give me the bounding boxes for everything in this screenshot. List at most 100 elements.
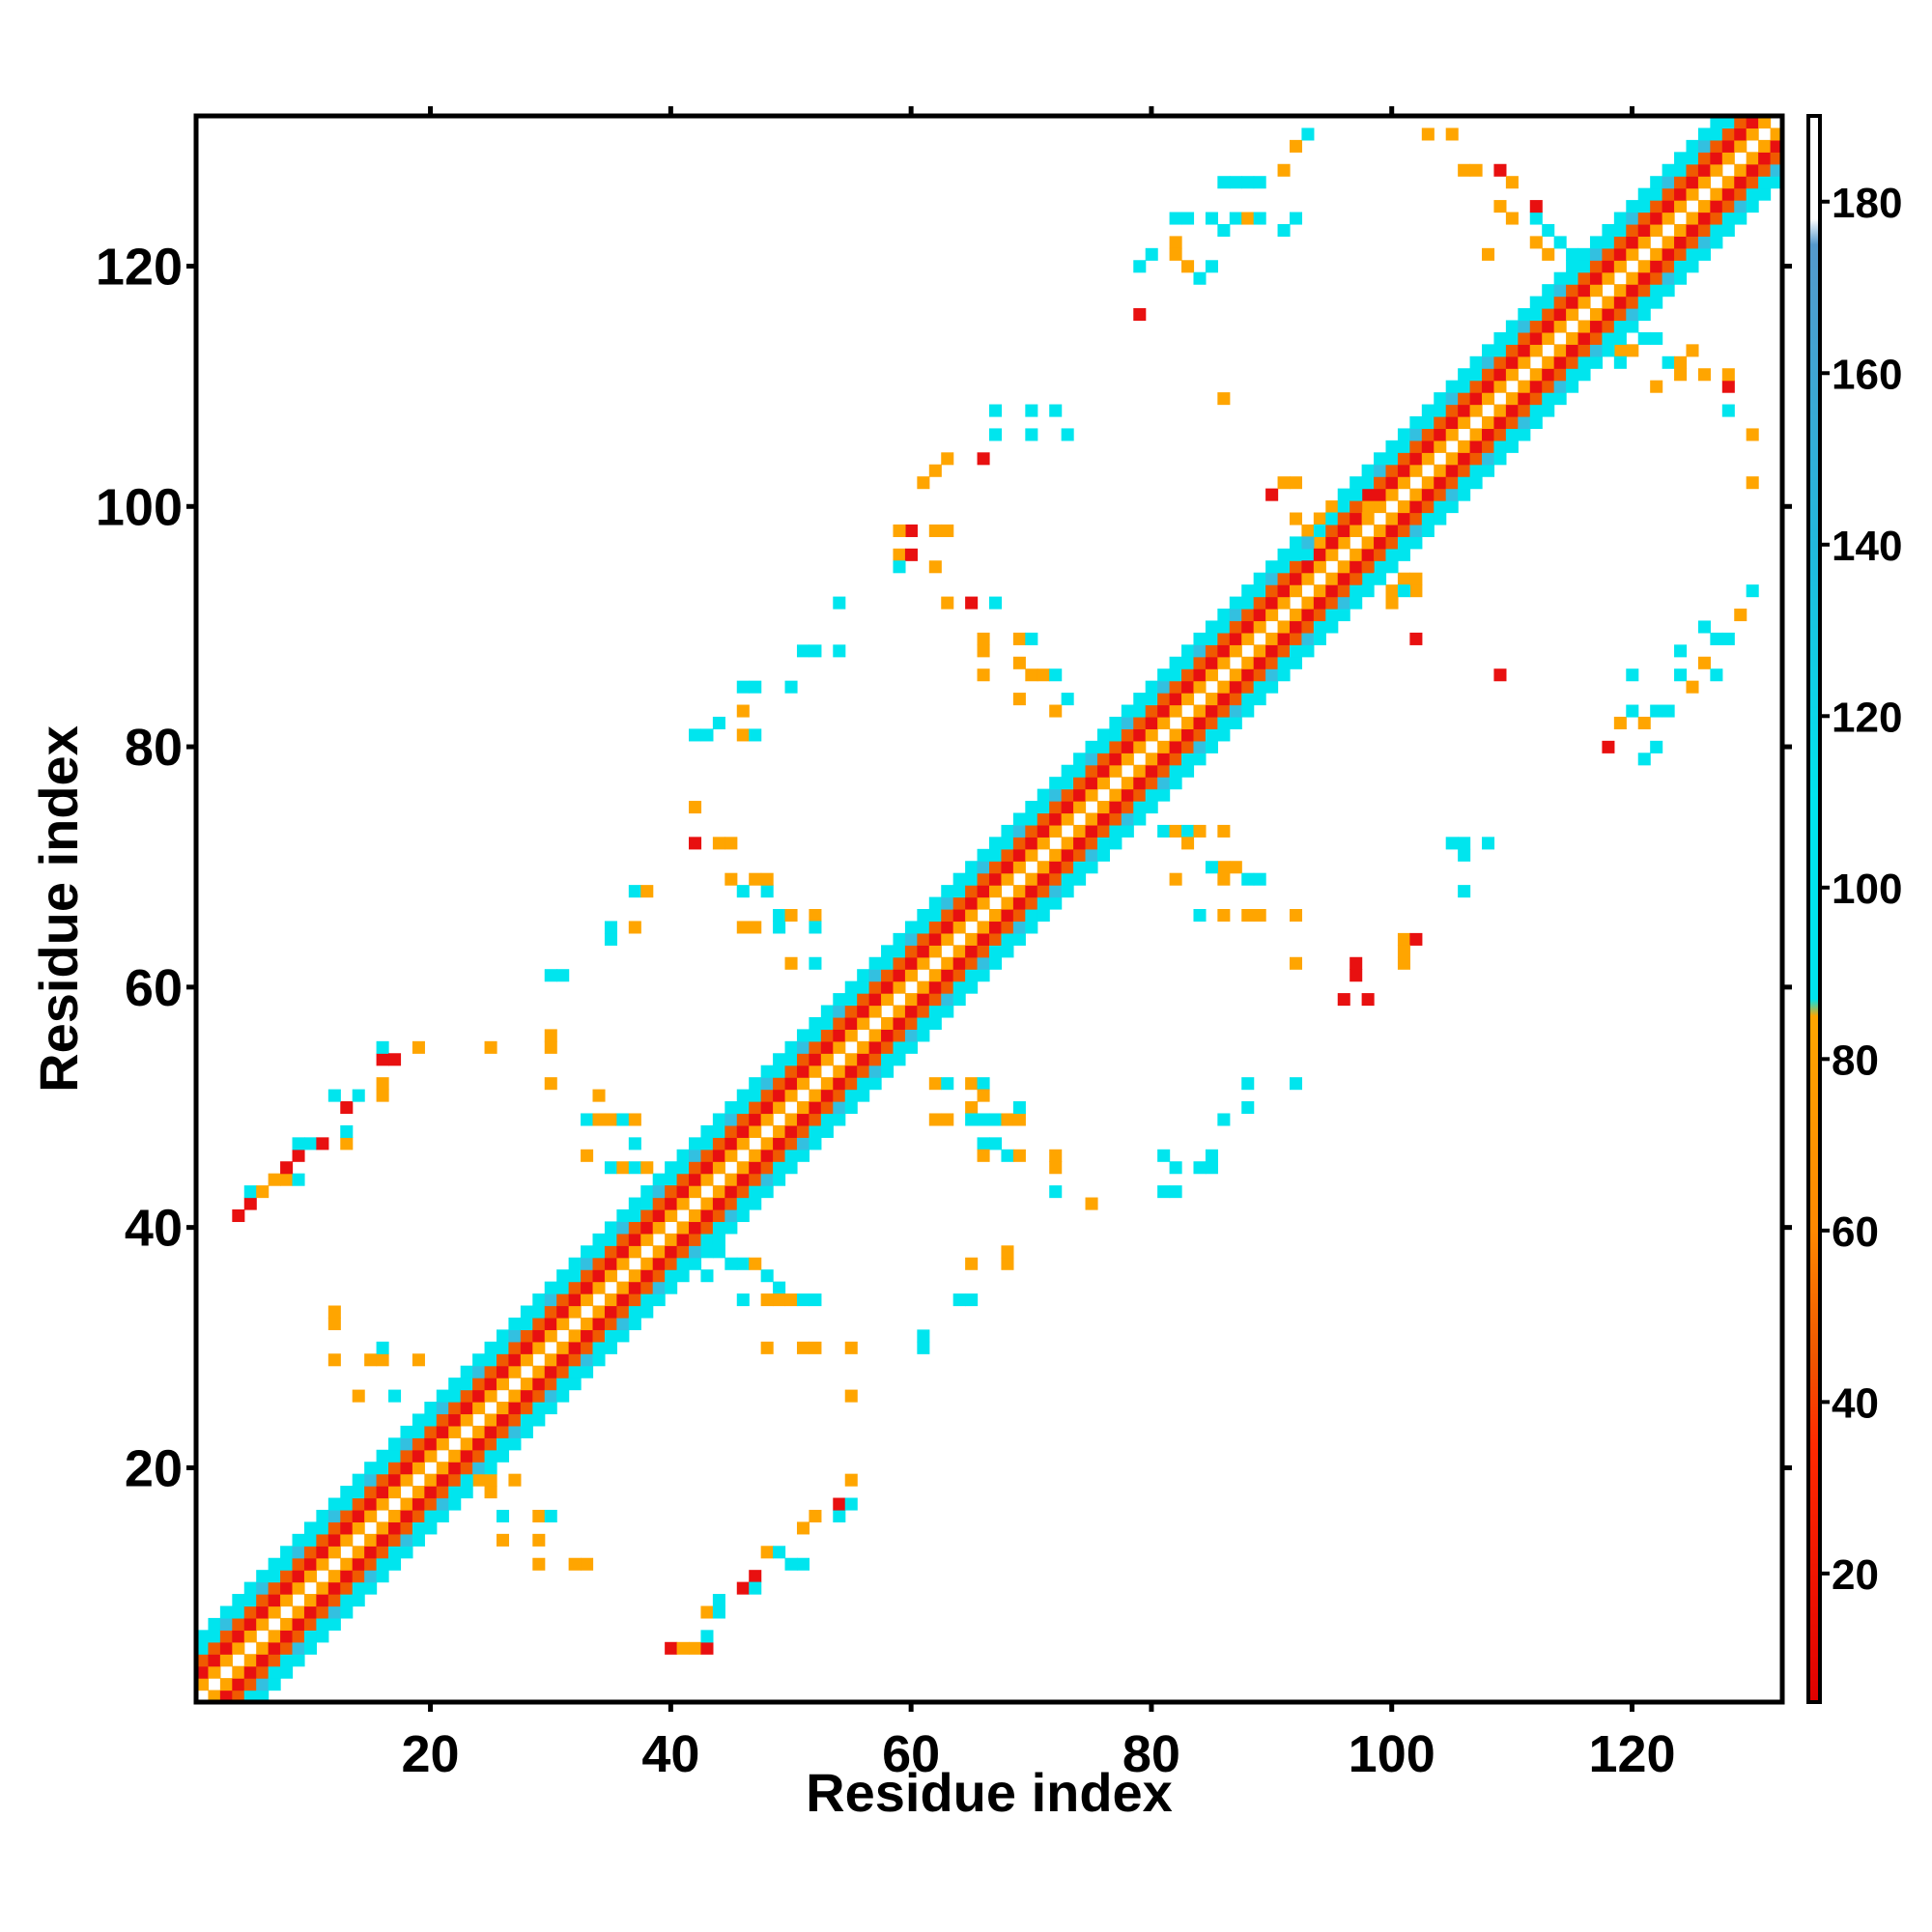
contact-cell <box>1313 512 1326 526</box>
contact-cell <box>376 1353 389 1367</box>
band-cell <box>1529 308 1543 322</box>
contact-cell <box>676 1641 690 1655</box>
band-cell <box>581 1281 594 1294</box>
band-cell <box>760 1137 774 1151</box>
band-cell <box>1686 223 1699 237</box>
band-cell <box>712 1113 725 1126</box>
contact-cell <box>1350 969 1363 982</box>
band-cell <box>989 848 1003 862</box>
band-cell <box>1337 572 1350 585</box>
contact-cell <box>809 1293 822 1307</box>
band-cell <box>1289 656 1303 669</box>
band-cell <box>1361 560 1375 574</box>
contact-cell <box>1385 596 1399 610</box>
band-cell <box>316 1521 329 1535</box>
contact-cell <box>496 1509 510 1523</box>
band-cell <box>196 1630 210 1643</box>
band-cell <box>1529 404 1543 417</box>
band-cell <box>352 1594 365 1607</box>
band-cell <box>436 1486 449 1499</box>
band-cell <box>700 1197 714 1210</box>
band-cell <box>628 1293 641 1307</box>
band-cell <box>1409 428 1423 441</box>
band-cell <box>1085 824 1098 838</box>
band-cell <box>1350 488 1363 501</box>
band-cell <box>460 1437 473 1451</box>
band-cell <box>1301 644 1315 658</box>
contact-cell <box>604 921 617 934</box>
band-cell <box>532 1317 546 1330</box>
band-cell <box>556 1293 570 1307</box>
band-cell <box>268 1570 281 1583</box>
band-cell <box>1397 428 1410 441</box>
band-cell <box>1037 885 1050 898</box>
band-cell <box>1301 536 1315 550</box>
contact-cell <box>1289 956 1303 970</box>
band-cell <box>977 921 990 934</box>
band-cell <box>1169 704 1182 718</box>
contact-cell <box>628 1137 641 1151</box>
contact-cell <box>1133 308 1147 322</box>
contact-cell <box>893 548 906 561</box>
contact-cell <box>592 1113 606 1126</box>
band-cell <box>1421 428 1435 441</box>
contact-cell <box>604 932 617 946</box>
band-cell <box>1157 753 1171 766</box>
band-cell <box>1650 187 1663 201</box>
band-cell <box>616 1317 630 1330</box>
band-cell <box>1049 885 1063 898</box>
contact-cell <box>1217 223 1231 237</box>
band-cell <box>1602 260 1615 273</box>
band-cell <box>496 1425 510 1438</box>
contact-cell <box>376 1040 389 1054</box>
band-cell <box>1001 896 1014 910</box>
band-cell <box>844 1089 858 1102</box>
band-cell <box>496 1341 510 1354</box>
band-cell <box>1674 260 1688 273</box>
band-cell <box>508 1389 522 1403</box>
band-cell <box>1205 740 1218 753</box>
band-cell <box>844 1005 858 1018</box>
band-cell <box>412 1521 425 1535</box>
band-cell <box>1710 223 1723 237</box>
band-cell <box>1542 355 1555 369</box>
contact-cell <box>1686 344 1699 357</box>
band-cell <box>1277 656 1291 669</box>
band-cell <box>1758 163 1772 177</box>
band-cell <box>376 1473 389 1487</box>
band-cell <box>844 980 858 994</box>
band-cell <box>1145 704 1158 718</box>
band-cell <box>784 1149 798 1162</box>
band-cell <box>412 1449 425 1463</box>
band-cell <box>689 1208 702 1223</box>
band-cell <box>676 1257 690 1270</box>
band-cell <box>773 1161 786 1175</box>
band-cell <box>592 1245 606 1259</box>
band-cell <box>1529 392 1543 406</box>
band-cell <box>388 1557 402 1571</box>
band-cell <box>1253 584 1266 598</box>
band-cell <box>952 993 966 1007</box>
band-cell <box>520 1329 533 1343</box>
contact-cell <box>568 1557 582 1571</box>
contact-cell <box>1229 861 1242 874</box>
band-cell <box>773 1077 786 1091</box>
contact-cell <box>1277 163 1291 177</box>
band-cell <box>977 969 990 982</box>
band-cell <box>1012 837 1026 850</box>
band-cell <box>1626 271 1639 285</box>
band-cell <box>544 1353 557 1367</box>
band-cell <box>232 1641 245 1655</box>
contact-cell <box>773 921 786 934</box>
x-axis-title: Residue index <box>806 1762 1173 1823</box>
band-cell <box>1193 753 1207 766</box>
band-cell <box>412 1509 425 1523</box>
band-cell <box>1145 764 1158 778</box>
band-cell <box>1445 488 1459 501</box>
band-cell <box>724 1137 738 1151</box>
contact-cell <box>1169 236 1182 249</box>
contact-cell <box>941 524 954 537</box>
band-cell <box>1205 620 1218 634</box>
band-cell <box>1385 536 1399 550</box>
band-cell <box>316 1581 329 1595</box>
